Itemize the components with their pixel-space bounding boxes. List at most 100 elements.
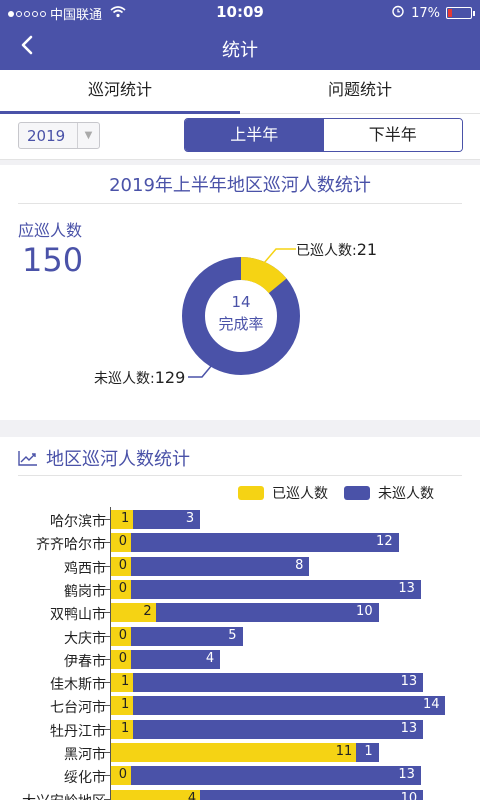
region-stats-header: 地区巡河人数统计	[18, 445, 190, 471]
bar-done-value: 0	[118, 627, 127, 643]
done-count-label: 已巡人数:	[296, 243, 357, 259]
pending-count-label: 未巡人数:	[94, 371, 155, 387]
bar-row: 齐齐哈尔市 0 12	[0, 533, 480, 554]
completion-rate-value: 14	[231, 293, 251, 311]
bar-done-value: 0	[118, 580, 127, 596]
category-label: 牡丹江市	[50, 723, 106, 740]
bar-done[interactable]: 1	[111, 696, 134, 716]
bar-done-value: 4	[187, 790, 197, 800]
bar-done[interactable]: 0	[111, 533, 131, 553]
legend-label-done: 已巡人数	[272, 486, 328, 502]
axis-tick	[104, 612, 110, 614]
battery-percent: 17%	[411, 5, 440, 21]
bar-pending[interactable]: 1	[356, 743, 379, 762]
bar-done[interactable]: 0	[111, 649, 131, 669]
bar-pending[interactable]: 13	[133, 719, 424, 739]
bar-done-value: 2	[143, 604, 152, 620]
bar-done-value: 1	[121, 511, 130, 526]
page-title: 统计	[222, 40, 258, 61]
axis-tick	[104, 542, 110, 544]
bar-pending-value: 5	[228, 627, 237, 643]
bar-done[interactable]: 1	[111, 719, 134, 739]
bar-done[interactable]: 11	[111, 743, 357, 762]
legend-item-done[interactable]: 已巡人数	[238, 483, 328, 503]
axis-tick	[104, 798, 110, 800]
bar-pending[interactable]: 10	[155, 603, 379, 623]
bar-pending[interactable]: 8	[131, 556, 310, 576]
bar-done-value: 11	[335, 744, 353, 759]
bar-done-value: 1	[121, 697, 130, 713]
axis-tick	[104, 682, 110, 684]
legend-label-pending: 未巡人数	[378, 486, 434, 502]
axis-tick	[104, 705, 110, 707]
year-value: 2019	[27, 127, 66, 145]
status-right: 17%	[391, 4, 475, 22]
bar-done[interactable]: 0	[111, 579, 131, 599]
bar-pending[interactable]: 5	[131, 626, 243, 646]
divider	[18, 475, 462, 476]
bar-done-value: 0	[118, 557, 127, 573]
half-year-segmented-control: 上半年 下半年	[184, 118, 463, 152]
legend-swatch-done	[238, 486, 264, 500]
category-label: 双鸭山市	[50, 607, 106, 624]
tab-bar: 巡河统计 问题统计	[0, 70, 480, 114]
trend-chart-icon	[18, 451, 37, 466]
bar-pending-value: 4	[205, 650, 215, 666]
tab-patrol-stats[interactable]: 巡河统计	[0, 70, 240, 114]
category-label: 哈尔滨市	[50, 514, 106, 530]
carrier-info: 中国联通	[8, 4, 126, 23]
bar-pending[interactable]: 3	[133, 510, 201, 529]
required-count-value: 150	[22, 241, 84, 279]
chart-y-axis	[110, 507, 111, 800]
category-label: 绥化市	[64, 770, 106, 787]
axis-tick	[104, 588, 110, 590]
alarm-icon	[391, 4, 405, 22]
bar-done[interactable]: 4	[111, 789, 201, 800]
bar-pending-value: 10	[400, 790, 418, 800]
carrier-name: 中国联通	[50, 8, 103, 23]
category-label: 大庆市	[64, 630, 106, 647]
bar-pending[interactable]: 13	[133, 673, 424, 693]
back-button[interactable]	[12, 30, 42, 60]
bar-pending-value: 14	[422, 697, 440, 713]
pending-leader-line	[188, 364, 213, 378]
category-label: 齐齐哈尔市	[36, 537, 106, 554]
axis-tick	[104, 775, 110, 777]
bar-done[interactable]: 0	[111, 766, 131, 786]
bar-row: 黑河市 11 1	[0, 743, 480, 763]
done-count-value: 21	[356, 240, 378, 259]
bar-done[interactable]: 0	[111, 556, 131, 576]
year-select[interactable]: 2019 ▼	[18, 122, 100, 149]
bar-pending[interactable]: 12	[131, 533, 399, 553]
bar-row: 鹤岗市 0 13	[0, 579, 480, 600]
bar-row: 绥化市 0 13	[0, 766, 480, 787]
region-stats-card: 地区巡河人数统计 已巡人数 未巡人数 哈尔滨市 1 3 齐齐哈尔市 0 12 鸡西市 0 8 鹤岗…	[0, 437, 480, 800]
bar-pending[interactable]: 10	[200, 789, 424, 800]
tab-issue-stats[interactable]: 问题统计	[327, 80, 392, 99]
chevron-down-icon: ▼	[77, 123, 99, 148]
second-half-button[interactable]: 下半年	[323, 119, 462, 151]
bar-pending[interactable]: 13	[131, 579, 421, 599]
bar-pending[interactable]: 13	[131, 766, 421, 786]
bar-done[interactable]: 1	[111, 673, 134, 693]
bar-done-value: 1	[121, 674, 130, 690]
bar-pending-value: 12	[376, 534, 393, 550]
chevron-left-icon	[21, 35, 33, 55]
bar-done[interactable]: 2	[111, 603, 156, 623]
first-half-button[interactable]: 上半年	[185, 119, 324, 151]
bar-done[interactable]: 1	[111, 510, 134, 529]
bar-done[interactable]: 0	[111, 626, 131, 646]
bar-pending-value: 13	[398, 580, 415, 596]
axis-tick	[104, 565, 110, 567]
category-label: 鸡西市	[64, 560, 106, 577]
bar-pending-value: 10	[356, 604, 373, 620]
legend-item-pending[interactable]: 未巡人数	[344, 483, 434, 503]
summary-title: 2019年上半年地区巡河人数统计	[109, 175, 371, 196]
bar-pending[interactable]: 4	[131, 649, 221, 669]
bar-row: 牡丹江市 1 13	[0, 719, 480, 740]
axis-tick	[104, 658, 110, 660]
bar-done-value: 0	[118, 767, 127, 783]
bar-pending-value: 1	[364, 744, 373, 759]
bar-pending[interactable]: 14	[133, 696, 446, 716]
chart-legend: 已巡人数 未巡人数	[238, 483, 434, 503]
